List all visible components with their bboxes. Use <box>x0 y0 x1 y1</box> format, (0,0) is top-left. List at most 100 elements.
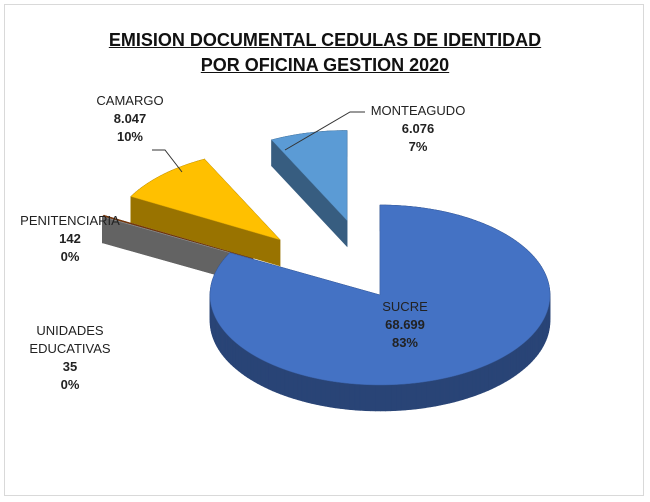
slice-side <box>276 365 281 395</box>
slice-side <box>475 367 481 396</box>
slice-side <box>529 334 533 365</box>
slice-top <box>101 216 253 260</box>
slice-side <box>410 382 417 410</box>
slice-side <box>495 358 500 388</box>
slice-side <box>380 384 386 412</box>
percent-label: 83% <box>391 335 419 350</box>
slice-side <box>253 354 258 384</box>
slice-side <box>354 383 361 411</box>
slice-side <box>272 364 277 393</box>
slice-side <box>449 375 455 404</box>
data-label: UNIDADES EDUCATIVAS 35 0% <box>25 322 115 394</box>
category-label: CAMARGO <box>96 93 164 108</box>
slice-side <box>467 370 473 399</box>
value-label: 35 <box>62 359 78 374</box>
slice-side <box>365 384 371 412</box>
slice-side <box>518 343 523 374</box>
slice-side <box>235 342 239 372</box>
percent-label: 0% <box>60 249 80 264</box>
slice-side <box>293 372 299 401</box>
slice-side <box>284 369 290 398</box>
value-label: 8.047 <box>113 111 147 126</box>
slice-side <box>502 354 507 384</box>
category-label: PENITENCIARIA <box>20 213 120 228</box>
slice-side <box>462 371 468 400</box>
slice-side <box>232 339 237 370</box>
slice-side <box>260 358 266 388</box>
percent-label: 10% <box>116 129 144 144</box>
slice-side <box>375 384 381 412</box>
slice-side <box>527 336 531 367</box>
slice-top <box>130 158 281 241</box>
slice-side <box>499 356 504 386</box>
slice-side <box>488 362 493 391</box>
slice-side <box>484 363 489 393</box>
slice-side <box>509 350 514 380</box>
slice-side <box>349 383 356 411</box>
slice-side <box>238 344 242 374</box>
data-label: MONTEAGUDO 6.076 7% <box>371 102 466 156</box>
chart-title: EMISION DOCUMENTAL CEDULAS DE IDENTIDAD <box>108 30 542 50</box>
slice-side <box>359 384 366 411</box>
slice-side <box>241 346 245 376</box>
slice-side <box>521 341 526 372</box>
slice-side <box>325 379 331 408</box>
slice-side <box>435 378 441 407</box>
slice-side <box>491 360 497 390</box>
data-label: CAMARGO 8.047 10% <box>96 92 163 146</box>
slice-side <box>531 331 535 362</box>
slice-side <box>479 365 485 395</box>
value-label: 6.076 <box>401 121 435 136</box>
slice-side <box>512 348 517 378</box>
chart-title: POR OFICINA GESTION 2020 <box>200 55 450 75</box>
slice-side <box>311 376 317 405</box>
slice-side <box>395 384 402 411</box>
slice-side <box>420 381 427 409</box>
slice-side <box>225 332 229 363</box>
data-label: SUCRE 68.699 83% <box>382 298 428 352</box>
slice-side <box>415 382 422 410</box>
slice-side <box>534 329 537 360</box>
slice-side <box>320 379 326 407</box>
slice-side <box>400 383 407 411</box>
slice-side <box>425 380 431 409</box>
slice-side <box>339 382 346 410</box>
slice-side <box>344 382 351 410</box>
chart-frame <box>4 4 644 496</box>
slice-side <box>370 384 376 412</box>
slice-side <box>330 380 336 409</box>
slice-side <box>506 352 511 382</box>
slice-side <box>390 384 397 412</box>
slice-side <box>405 383 412 411</box>
leader-line <box>152 149 183 173</box>
slice-side <box>315 378 322 406</box>
percent-label: 7% <box>408 139 428 154</box>
slice-side <box>247 350 252 381</box>
value-label: 68.699 <box>385 317 425 332</box>
slice-side <box>301 374 308 403</box>
slice-side <box>223 329 227 361</box>
slice-side <box>244 348 248 378</box>
slice-top <box>102 215 254 259</box>
slice-side <box>297 373 303 402</box>
slice-side <box>385 384 392 412</box>
percent-label: 0% <box>60 377 80 392</box>
slice-side <box>268 362 273 392</box>
slice <box>209 204 551 412</box>
slice-side <box>444 376 450 405</box>
slice-side <box>227 334 231 365</box>
slice-top <box>271 130 348 222</box>
slice-top <box>209 204 551 386</box>
slice-side <box>515 346 520 376</box>
value-label: 142 <box>59 231 81 246</box>
category-label: SUCRE <box>382 299 428 314</box>
slice-side <box>264 360 269 390</box>
category-label: UNIDADES EDUCATIVAS <box>29 323 111 356</box>
leader-line <box>284 111 365 151</box>
slice-side <box>306 375 312 404</box>
category-label: MONTEAGUDO <box>370 103 466 118</box>
slice-side <box>524 339 528 369</box>
slice-side <box>453 374 460 403</box>
slice-side <box>471 368 477 398</box>
